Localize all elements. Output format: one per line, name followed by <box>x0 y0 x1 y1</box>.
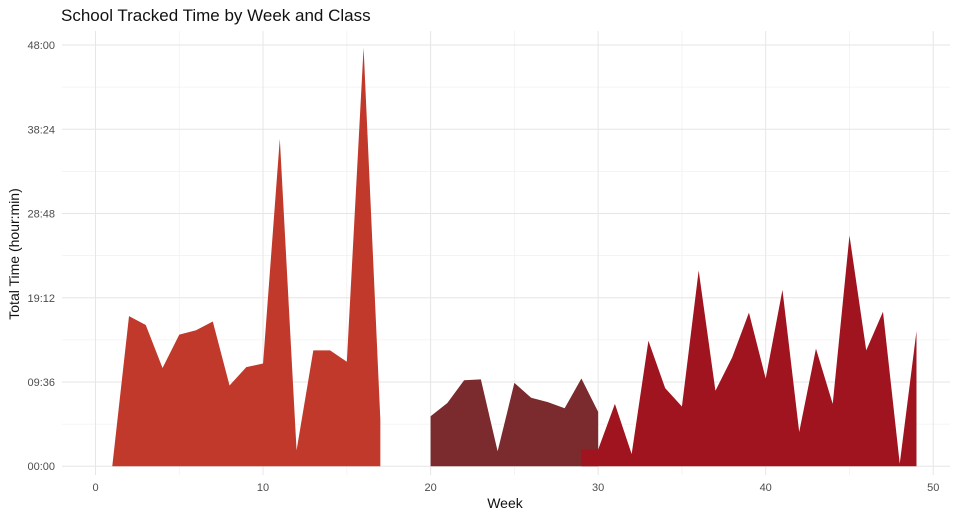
area-series-class-2 <box>430 378 599 467</box>
x-tick-label: 0 <box>92 482 98 494</box>
y-axis-title: Total Time (hour:min) <box>6 188 22 319</box>
y-tick-label: 00:00 <box>27 461 55 473</box>
chart-title: School Tracked Time by Week and Class <box>61 6 371 25</box>
x-tick-label: 30 <box>592 482 604 494</box>
area-series-class-1 <box>112 47 381 467</box>
y-tick-label: 28:48 <box>27 209 55 221</box>
x-tick-label: 20 <box>424 482 436 494</box>
area-series-class-3 <box>581 235 917 467</box>
x-axis-title: Week <box>487 495 524 511</box>
y-tick-label: 19:12 <box>27 293 55 305</box>
x-axis: 0 10 20 30 40 50 <box>92 482 939 494</box>
y-tick-label: 38:24 <box>27 124 55 136</box>
x-tick-label: 40 <box>760 482 772 494</box>
x-tick-label: 50 <box>927 482 939 494</box>
y-axis: 00:00 09:36 19:12 28:48 38:24 48:00 <box>27 40 55 473</box>
y-tick-label: 09:36 <box>27 377 55 389</box>
y-tick-label: 48:00 <box>27 40 55 52</box>
plot-series <box>112 47 917 467</box>
x-tick-label: 10 <box>257 482 269 494</box>
